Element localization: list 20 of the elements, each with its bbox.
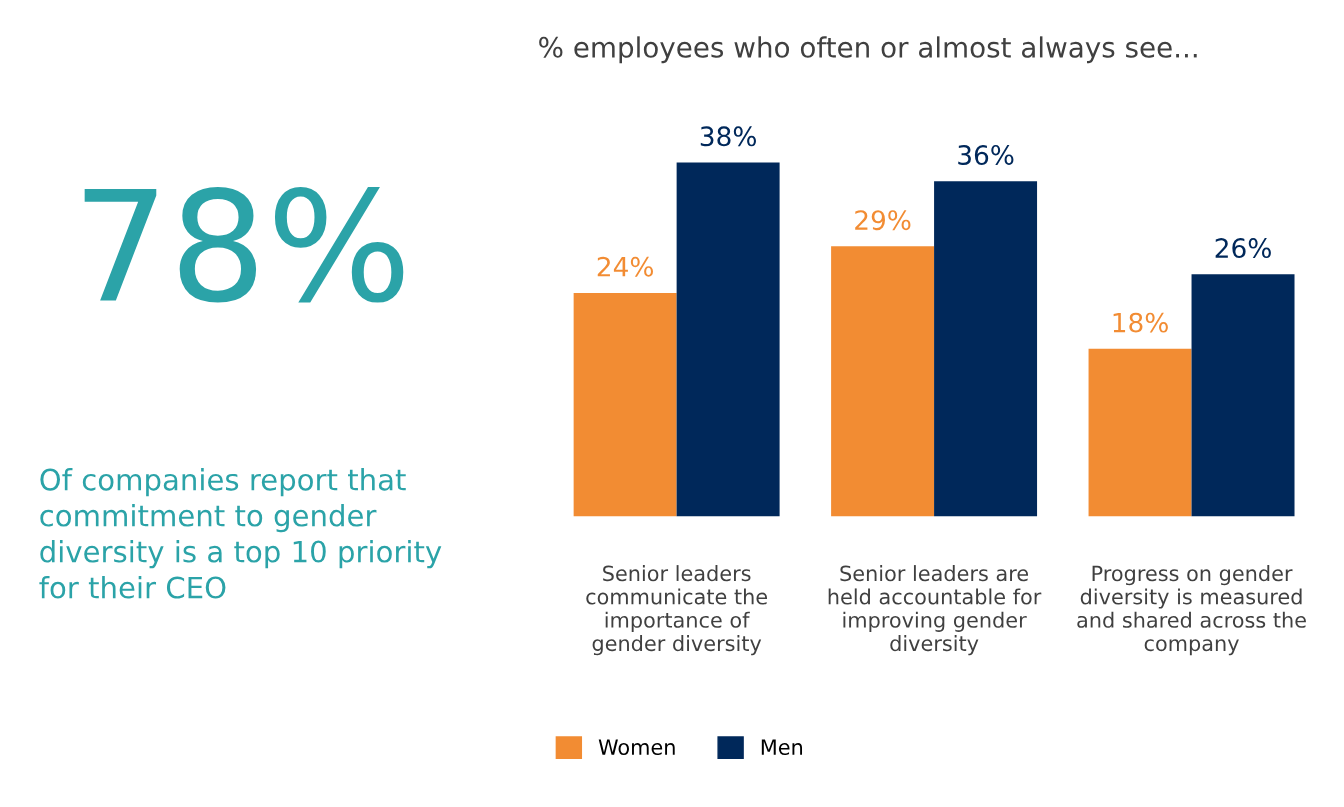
- x-tick-label: Senior leaders communicate the importance of gender diversity: [586, 565, 768, 656]
- x-tick-label: Progress on gender diversity is measured and shared across the company: [1077, 565, 1306, 656]
- bar: [934, 181, 1038, 517]
- bar: [1088, 348, 1192, 517]
- text: Of companies report that commitment to gender diversity is a top 10 priority for their CEO: [39, 468, 442, 599]
- data-label: 24%: [597, 256, 653, 277]
- legend-label: Women: [598, 739, 675, 755]
- data-label: 29%: [855, 210, 911, 231]
- bar: [831, 246, 935, 517]
- data-label: 26%: [1215, 238, 1271, 259]
- bar: [573, 292, 677, 517]
- legend-label: Men: [761, 739, 803, 755]
- data-label: 38%: [700, 126, 756, 147]
- bar: [1191, 274, 1295, 517]
- bar: [676, 162, 780, 517]
- data-label: 36%: [958, 144, 1014, 165]
- x-tick-label: Senior leaders are held accountable for improving gender diversity: [828, 565, 1042, 656]
- chart-title: % employees who often or almost always see...: [539, 36, 1197, 64]
- data-label: 18%: [1113, 312, 1168, 333]
- text: 78%: [84, 187, 404, 303]
